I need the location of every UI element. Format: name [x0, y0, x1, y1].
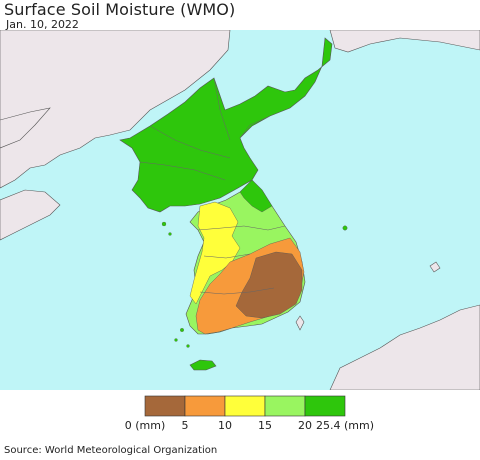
legend-label-5: 25.4 (mm) [316, 419, 374, 432]
legend: 0 (mm) 5 10 15 20 25.4 (mm) [0, 392, 480, 432]
legend-swatch-1 [184, 395, 226, 417]
legend-label-2: 10 [218, 419, 232, 432]
oki-island [429, 261, 441, 273]
legend-svg: 0 (mm) 5 10 15 20 25.4 (mm) [125, 395, 374, 432]
liaodong-peninsula [0, 107, 51, 149]
ulleung-island [342, 225, 348, 231]
province-borders [139, 77, 286, 295]
russia-land [329, 29, 480, 53]
west-islands [161, 221, 190, 348]
north-korea [119, 37, 333, 213]
korea-map [0, 29, 480, 391]
legend-swatch-2 [224, 395, 266, 417]
legend-label-0: 0 (mm) [125, 419, 166, 432]
legend-swatch-3 [264, 395, 306, 417]
japan-land [329, 304, 480, 391]
sk-green-region [239, 179, 273, 213]
tsushima-island [295, 315, 305, 331]
map-date: Jan. 10, 2022 [6, 18, 79, 31]
source-note: Source: World Meteorological Organizatio… [4, 445, 218, 456]
legend-swatch-0 [144, 395, 186, 417]
sk-brown-region [235, 251, 303, 319]
legend-label-3: 15 [258, 419, 272, 432]
map-title: Surface Soil Moisture (WMO) [4, 0, 236, 19]
legend-label-1: 5 [182, 419, 189, 432]
legend-label-4: 20 [298, 419, 312, 432]
china-land [0, 29, 231, 189]
legend-swatch-4 [304, 395, 346, 417]
map-area [0, 29, 480, 391]
jeju-island [189, 359, 217, 371]
shandong-land [0, 189, 61, 241]
